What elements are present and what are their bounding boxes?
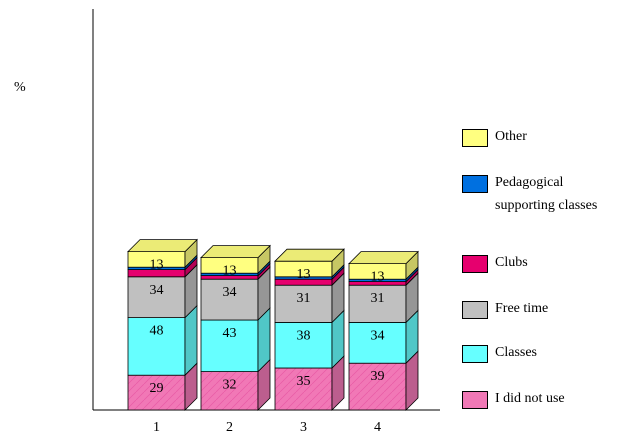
x-tick-label-4: 4 (374, 420, 381, 433)
bar-segment-i-did-not-use-1-front (127, 374, 186, 411)
legend-label-i-did-not-use: I did not use (495, 391, 565, 406)
bar-segment-free-time-3 (274, 272, 345, 324)
legend-item-i-did-not-use: I did not use (462, 390, 621, 410)
data-label-other-1: 13 (150, 258, 164, 273)
bar-segment-classes-3 (274, 309, 345, 369)
data-label-free-time-1: 34 (150, 283, 164, 298)
bar-segment-other-4-top (348, 251, 419, 265)
bar-segment-other-1 (127, 238, 198, 269)
data-label-i-did-not-use-1: 29 (150, 381, 164, 396)
legend-swatch-classes (462, 345, 488, 363)
legend-label-classes: Classes (495, 345, 537, 360)
legend-item-clubs: Clubs (462, 254, 621, 274)
bar-segment-classes-1 (127, 304, 198, 377)
bar-segment-i-did-not-use-3-front (274, 367, 333, 411)
bar-segment-free-time-4-front (348, 284, 407, 323)
x-tick-label-2: 2 (226, 420, 233, 433)
bar-segment-i-did-not-use-2-front (200, 371, 259, 411)
data-label-i-did-not-use-2: 32 (223, 378, 237, 393)
data-label-free-time-3: 31 (297, 291, 311, 306)
x-tick-label-1: 1 (153, 420, 160, 433)
legend-label-clubs: Clubs (495, 255, 528, 270)
bar-segment-other-2 (200, 244, 271, 275)
legend-item-free-time: Free time (462, 300, 621, 320)
bar-segment-free-time-1 (127, 263, 198, 319)
data-label-i-did-not-use-4: 39 (371, 369, 385, 384)
legend-label-pedagogical: Pedagogical (495, 175, 564, 190)
data-label-classes-3: 38 (297, 328, 311, 343)
bar-segment-classes-1-front (127, 317, 186, 376)
bar-segment-other-3 (274, 248, 345, 278)
legend-item-other: Other (462, 128, 621, 148)
bar-segment-i-did-not-use-3 (274, 355, 345, 411)
bar-segment-i-did-not-use-2 (200, 358, 271, 411)
data-label-i-did-not-use-3: 35 (297, 374, 311, 389)
bar-segment-other-1-top (127, 239, 198, 253)
data-label-other-2: 13 (223, 264, 237, 279)
legend-label-other: Other (495, 129, 527, 144)
bar-segment-i-did-not-use-1 (127, 362, 198, 411)
bar-segment-free-time-3-front (274, 284, 333, 323)
data-label-classes-4: 34 (371, 328, 385, 343)
bar-segment-clubs-4 (348, 268, 419, 287)
data-label-classes-2: 43 (223, 326, 237, 341)
bar-segment-classes-4 (348, 309, 419, 365)
legend-swatch-other (462, 129, 488, 147)
bar-segment-classes-3-front (274, 321, 333, 369)
bar-segment-other-4 (348, 250, 419, 281)
legend-swatch-i-did-not-use (462, 391, 488, 409)
legend-item-classes: Classes (462, 344, 621, 364)
bar-segment-other-3-top (274, 248, 345, 262)
legend-item-pedagogical-supporting-classes: Pedagogical supporting classes (462, 174, 621, 220)
data-label-classes-1: 48 (150, 324, 164, 339)
bar-segment-free-time-2 (200, 266, 271, 321)
data-label-other-3: 13 (297, 267, 311, 282)
data-label-free-time-4: 31 (371, 291, 385, 306)
bar-segment-other-2-top (200, 245, 271, 259)
bar-segment-classes-2 (200, 307, 271, 373)
legend-swatch-clubs (462, 255, 488, 273)
bar-segment-free-time-2-front (200, 278, 259, 321)
data-label-other-4: 13 (371, 270, 385, 285)
bar-segment-free-time-4 (348, 272, 419, 324)
bar-segment-classes-2-front (200, 319, 259, 372)
legend-label-supporting-classes: supporting classes (495, 198, 598, 213)
x-tick-label-3: 3 (300, 420, 307, 433)
data-label-free-time-2: 34 (223, 285, 237, 300)
legend-label-free-time: Free time (495, 301, 549, 316)
legend-swatch-free-time (462, 301, 488, 319)
legend-swatch-pedagogical-supporting-classes (462, 175, 488, 193)
y-axis-label: % (14, 80, 26, 95)
